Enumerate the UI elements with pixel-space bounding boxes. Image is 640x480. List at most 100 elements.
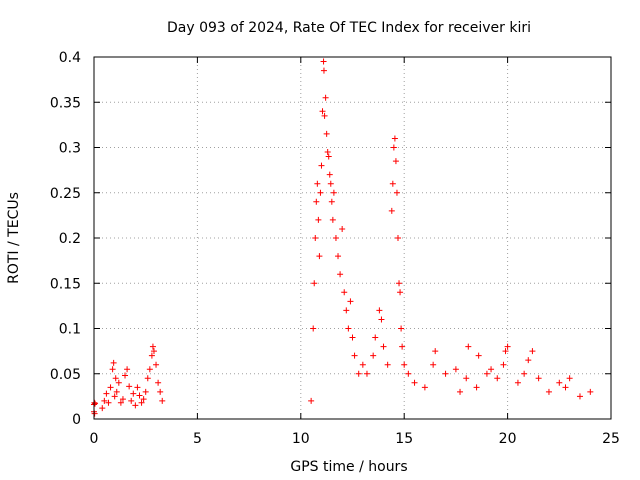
data-point <box>359 361 366 368</box>
y-tick-label: 0.3 <box>59 141 81 157</box>
data-point <box>529 348 536 355</box>
data-point <box>327 180 334 187</box>
data-point <box>103 390 110 397</box>
data-point <box>332 235 339 241</box>
y-tick-label: 0.2 <box>59 231 81 247</box>
data-point <box>401 361 408 368</box>
y-tick-label: 0.25 <box>50 186 81 202</box>
data-points <box>91 58 594 417</box>
data-point <box>399 343 406 350</box>
data-point <box>318 162 325 169</box>
data-point <box>117 399 124 406</box>
data-point <box>562 384 569 391</box>
data-point <box>112 375 119 382</box>
data-point <box>136 392 143 399</box>
data-point <box>142 388 149 395</box>
data-point <box>339 225 346 232</box>
data-point <box>146 366 153 373</box>
data-point <box>389 180 396 187</box>
data-point <box>384 361 391 368</box>
x-tick-label: 5 <box>193 431 202 447</box>
data-point <box>330 189 337 196</box>
data-point <box>343 307 350 314</box>
data-point <box>101 397 108 404</box>
data-point <box>111 393 118 400</box>
data-point <box>475 352 482 359</box>
data-point <box>390 144 397 151</box>
data-point <box>335 253 342 260</box>
data-point <box>311 280 318 287</box>
data-point <box>138 399 145 406</box>
data-point <box>113 388 120 395</box>
data-point <box>457 388 464 395</box>
data-point <box>398 325 405 332</box>
data-point <box>380 343 387 350</box>
data-point <box>483 370 490 377</box>
data-point <box>149 343 156 350</box>
data-point <box>411 379 418 386</box>
data-point <box>325 153 332 160</box>
y-tick-label: 0 <box>72 412 81 428</box>
data-point <box>148 352 155 359</box>
data-point <box>124 366 131 373</box>
data-point <box>341 289 348 296</box>
grid <box>94 57 611 419</box>
data-point <box>326 171 333 178</box>
data-point <box>432 348 439 355</box>
data-point <box>99 405 106 412</box>
data-point <box>126 383 133 390</box>
data-point <box>157 388 164 395</box>
data-point <box>345 325 352 332</box>
data-point <box>130 390 137 397</box>
y-tick-label: 0.05 <box>50 367 81 383</box>
x-tick-label: 10 <box>292 431 310 447</box>
data-point <box>134 384 141 391</box>
data-point <box>119 396 126 403</box>
data-point <box>370 352 377 359</box>
data-point <box>109 366 116 373</box>
data-point <box>545 388 552 395</box>
chart-title: Day 093 of 2024, Rate Of TEC Index for r… <box>167 20 531 36</box>
data-point <box>556 379 563 386</box>
x-axis-title: GPS time / hours <box>290 459 407 475</box>
data-point <box>502 348 509 355</box>
y-axis-title: ROTI / TECUs <box>6 192 22 284</box>
data-point <box>128 397 135 404</box>
data-point <box>576 393 583 400</box>
data-point <box>153 361 160 368</box>
data-point <box>396 280 403 287</box>
data-point <box>430 361 437 368</box>
data-point <box>329 216 336 223</box>
data-point <box>140 396 147 403</box>
data-point <box>132 402 139 409</box>
data-point <box>317 189 324 196</box>
data-point <box>355 370 362 377</box>
data-point <box>323 130 330 137</box>
data-point <box>115 379 122 386</box>
data-point <box>394 235 401 241</box>
data-point <box>328 198 335 205</box>
axis-ticks: 0 5 10 15 20 25 0 0.05 0.1 0.15 0.2 0.25 0.3 0.35 0.4 <box>50 50 620 447</box>
y-tick-label: 0.1 <box>59 322 81 338</box>
data-point <box>452 366 459 373</box>
y-tick-label: 0.4 <box>59 50 81 66</box>
data-point <box>351 352 358 359</box>
data-point <box>324 149 331 156</box>
data-point <box>337 271 344 278</box>
data-point <box>521 370 528 377</box>
data-point <box>393 189 400 196</box>
data-point <box>587 388 594 395</box>
data-point <box>372 334 379 341</box>
data-point <box>535 375 542 382</box>
data-point <box>504 343 511 350</box>
data-point <box>320 58 327 65</box>
y-tick-label: 0.35 <box>50 95 81 111</box>
data-point <box>144 375 151 382</box>
data-point <box>566 375 573 382</box>
data-point <box>488 366 495 373</box>
data-point <box>92 400 99 407</box>
data-point <box>397 289 404 296</box>
data-point <box>500 361 507 368</box>
data-point <box>388 207 395 214</box>
